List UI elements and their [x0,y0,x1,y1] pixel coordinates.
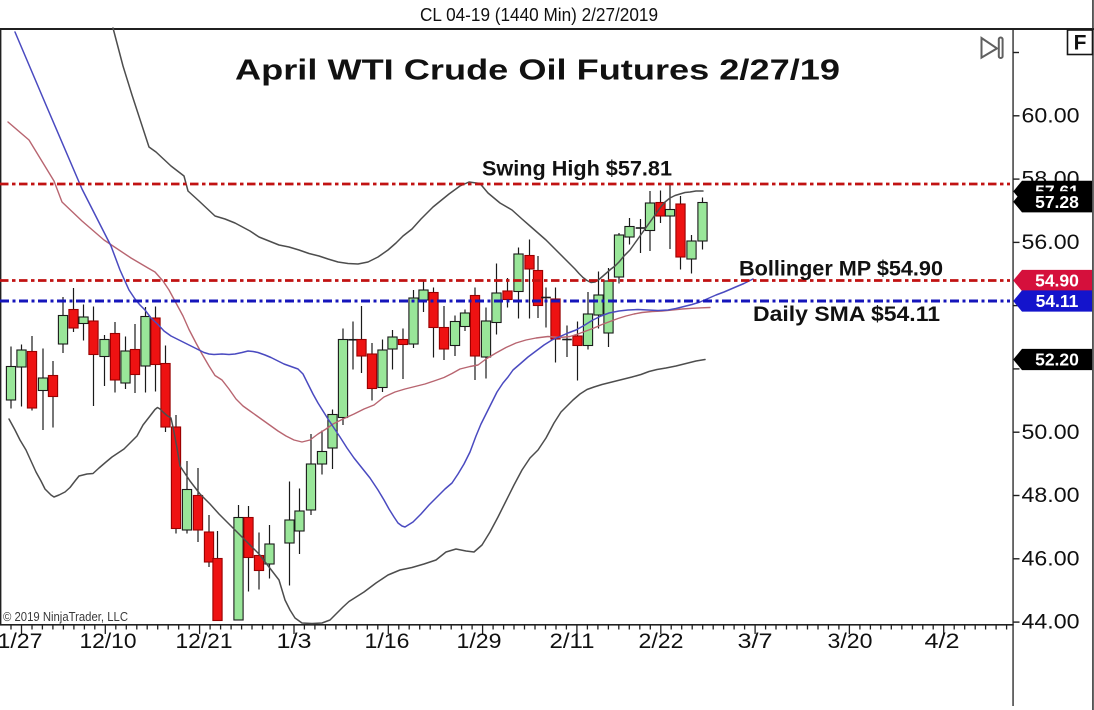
svg-text:F: F [1074,32,1087,55]
svg-text:56.00: 56.00 [1022,231,1080,254]
svg-text:3/20: 3/20 [828,630,873,653]
svg-text:60.00: 60.00 [1022,104,1080,127]
svg-text:44.00: 44.00 [1022,611,1080,634]
svg-text:52.20: 52.20 [1035,350,1079,370]
svg-text:1/29: 1/29 [457,630,502,653]
svg-text:54.90: 54.90 [1035,271,1079,291]
svg-text:57.28: 57.28 [1035,192,1079,212]
svg-text:2/22: 2/22 [639,630,684,653]
svg-text:© 2019 NinjaTrader, LLC: © 2019 NinjaTrader, LLC [3,610,128,624]
svg-text:1/27: 1/27 [0,630,43,653]
svg-text:54.11: 54.11 [1036,291,1079,311]
svg-text:12/21: 12/21 [176,630,233,653]
svg-text:3/7: 3/7 [738,630,773,653]
svg-text:Swing High $57.81: Swing High $57.81 [482,157,672,181]
svg-text:48.00: 48.00 [1022,484,1080,507]
svg-text:46.00: 46.00 [1022,547,1080,570]
svg-text:12/10: 12/10 [80,630,137,653]
svg-text:2/11: 2/11 [550,630,595,653]
svg-text:4/2: 4/2 [925,630,960,653]
svg-text:CL 04-19 (1440 Min) 2/27/2019: CL 04-19 (1440 Min) 2/27/2019 [420,5,658,25]
svg-text:1/3: 1/3 [277,630,312,653]
svg-text:April WTI Crude Oil Futures 2/: April WTI Crude Oil Futures 2/27/19 [235,55,840,87]
svg-text:Daily SMA $54.11: Daily SMA $54.11 [753,302,940,326]
svg-text:50.00: 50.00 [1022,421,1080,444]
svg-text:Bollinger MP $54.90: Bollinger MP $54.90 [739,257,943,281]
svg-text:1/16: 1/16 [365,630,410,653]
